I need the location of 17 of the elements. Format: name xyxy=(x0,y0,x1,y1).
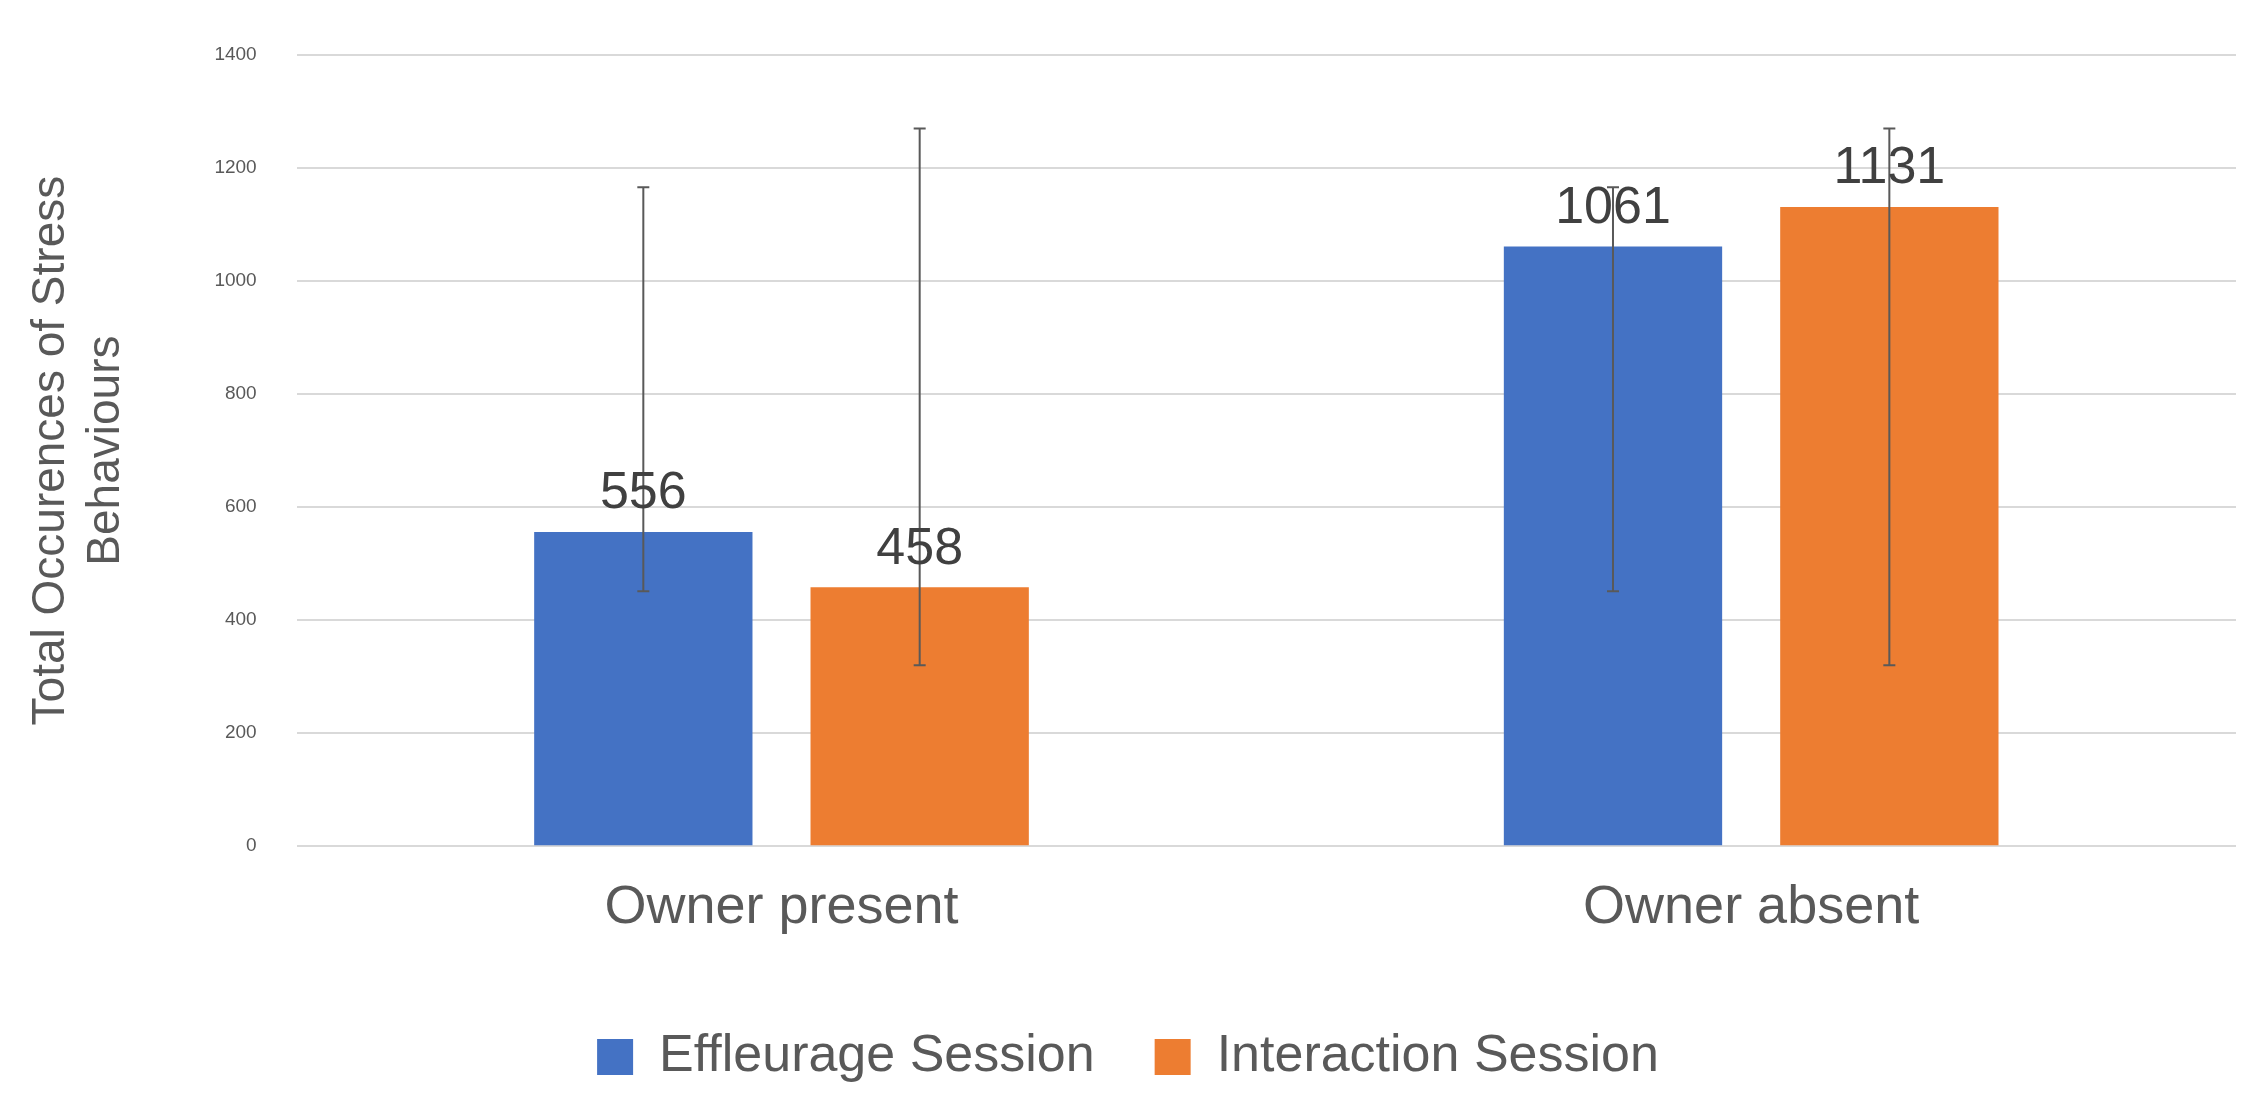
y-tick-label: 1400 xyxy=(214,43,257,65)
x-tick-label: Owner present xyxy=(604,874,959,935)
x-tick-label: Owner absent xyxy=(1583,874,1920,935)
y-tick-label: 0 xyxy=(246,834,257,856)
y-tick-label: 1000 xyxy=(214,269,257,291)
y-axis-title: Total Occurences of Stress Behaviours xyxy=(22,175,130,726)
bar xyxy=(1503,246,1723,846)
y-tick-label: 600 xyxy=(224,495,257,517)
bar xyxy=(534,531,753,846)
y-tick-label: 400 xyxy=(224,608,257,630)
y-tick-label: 1200 xyxy=(214,156,257,178)
bar xyxy=(1780,207,1999,846)
y-tick-label: 800 xyxy=(224,382,257,404)
legend-label: Interaction Session xyxy=(1216,1024,1659,1083)
legend-label: Effleurage Session xyxy=(659,1024,1095,1083)
bar xyxy=(810,587,1029,846)
y-tick-label: 200 xyxy=(224,721,257,743)
